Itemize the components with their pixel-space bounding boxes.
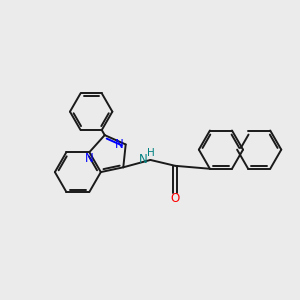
Text: N: N [115,138,124,151]
Text: H: H [146,148,154,158]
Text: N: N [85,152,94,165]
Text: O: O [171,192,180,205]
Text: N: N [139,153,147,167]
